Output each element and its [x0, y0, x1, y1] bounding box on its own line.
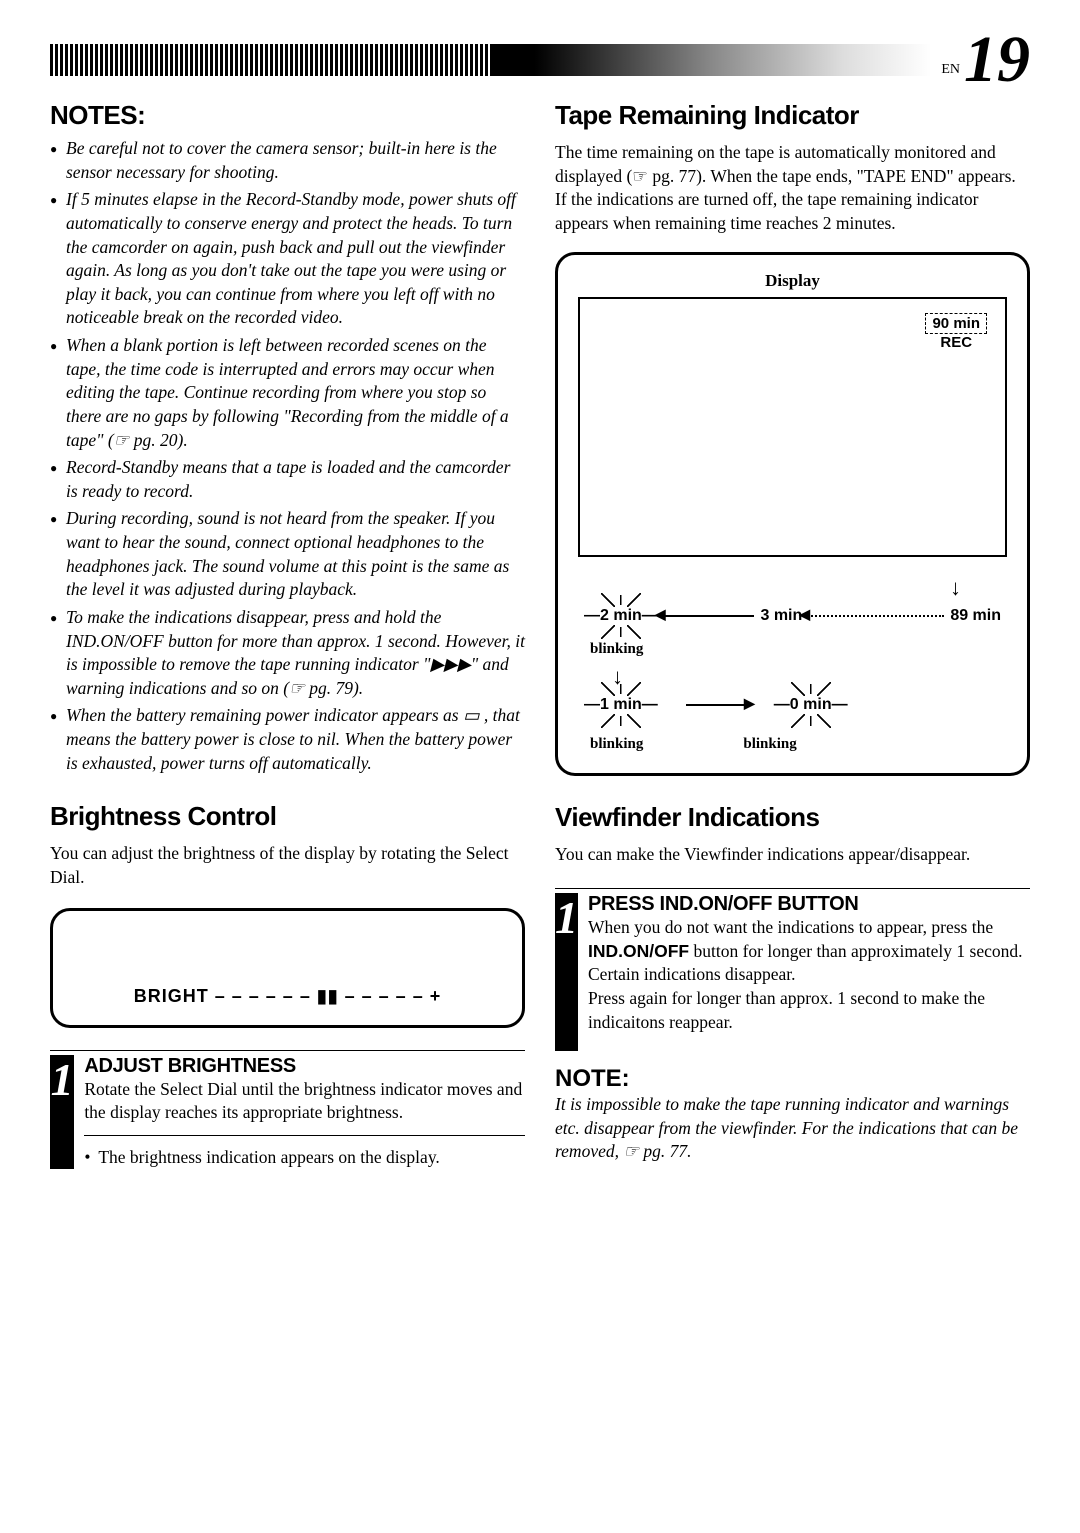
note-item: During recording, sound is not heard fro… [50, 507, 525, 602]
brightness-bar-text: BRIGHT – – – – – – ▮▮ – – – – – + [134, 986, 441, 1007]
label-3min: 3 min [760, 607, 802, 625]
note-item: When a blank portion is left between rec… [50, 334, 525, 452]
arrow-icon [664, 615, 755, 617]
step-bullet: The brightness indication appears on the… [84, 1146, 525, 1170]
display-diagram: Display 90 min REC ↓ —2 min— [555, 252, 1030, 776]
step-body-2: Press again for longer than approx. 1 se… [588, 987, 1030, 1034]
dotted-arrow-icon [808, 615, 944, 617]
label-0min: 0 min [790, 696, 832, 713]
tape-body: The time remaining on the tape is automa… [555, 141, 1030, 236]
note-item: Record-Standby means that a tape is load… [50, 456, 525, 503]
brightness-step: 1 ADJUST BRIGHTNESS Rotate the Select Di… [50, 1050, 525, 1170]
node-0min: —0 min— [774, 696, 848, 714]
screen-badge: 90 min REC [925, 313, 987, 351]
down-arrow-icon: ↓ [950, 575, 961, 600]
note-item: If 5 minutes elapse in the Record-Standb… [50, 188, 525, 330]
label-1min: 1 min [600, 696, 642, 713]
notes-list: Be careful not to cover the camera senso… [50, 137, 525, 775]
node-2min: —2 min— [584, 607, 658, 625]
note-item: To make the indications disappear, press… [50, 606, 525, 701]
page-number: EN19 [941, 27, 1030, 93]
note-item: Be careful not to cover the camera senso… [50, 137, 525, 184]
blinking-label: blinking [590, 641, 1001, 658]
page-number-value: 19 [964, 23, 1030, 96]
step-title: ADJUST BRIGHTNESS [84, 1055, 525, 1078]
step-number: 1 [50, 1055, 74, 1170]
label-2min: 2 min [600, 607, 642, 624]
rec-text: REC [925, 334, 987, 351]
step-title: PRESS IND.ON/OFF BUTTON [588, 893, 1030, 916]
ind-onoff-bold: IND.ON/OFF [588, 941, 689, 961]
step-body-part: When you do not want the indications to … [588, 917, 993, 937]
note-heading: NOTE: [555, 1065, 1030, 1093]
brightness-display-box: BRIGHT – – – – – – ▮▮ – – – – – + [50, 908, 525, 1028]
left-column: NOTES: Be careful not to cover the camer… [50, 100, 525, 1169]
header-gradient-bar [50, 44, 931, 76]
note-body: It is impossible to make the tape runnin… [555, 1093, 1030, 1164]
page-header: EN19 [50, 40, 1030, 80]
viewfinder-step: 1 PRESS IND.ON/OFF BUTTON When you do no… [555, 888, 1030, 1051]
flow-diagram: ↓ —2 min— 3 min 89 min blinking ↓ [578, 575, 1007, 753]
step-number: 1 [555, 893, 578, 1051]
brightness-heading: Brightness Control [50, 801, 525, 832]
screen-rect: 90 min REC [578, 297, 1007, 557]
notes-heading: NOTES: [50, 100, 525, 131]
viewfinder-intro: You can make the Viewfinder indications … [555, 843, 1030, 867]
node-1min: —1 min— [584, 696, 658, 714]
viewfinder-heading: Viewfinder Indications [555, 802, 1030, 833]
step-body: When you do not want the indications to … [588, 916, 1030, 987]
badge-90min: 90 min [925, 313, 987, 334]
page-en-label: EN [941, 62, 960, 77]
blinking-label: blinking [590, 736, 643, 753]
step-body: Rotate the Select Dial until the brightn… [84, 1078, 525, 1125]
blinking-label: blinking [743, 736, 796, 753]
note-item: When the battery remaining power indicat… [50, 704, 525, 775]
right-column: Tape Remaining Indicator The time remain… [555, 100, 1030, 1169]
right-arrow-icon [686, 704, 746, 706]
brightness-intro: You can adjust the brightness of the dis… [50, 842, 525, 889]
label-89min: 89 min [950, 607, 1001, 625]
tape-heading: Tape Remaining Indicator [555, 100, 1030, 131]
display-label: Display [578, 271, 1007, 291]
